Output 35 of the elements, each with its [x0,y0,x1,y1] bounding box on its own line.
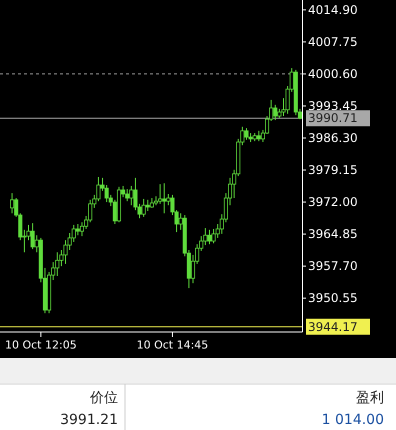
candlestick [55,252,60,276]
candlestick [244,128,249,140]
ref-line-label: 3944.17 [308,320,358,334]
y-tick-label: 3993.45 [308,98,358,113]
text: 3991.21 [60,412,118,428]
candlestick [203,228,208,246]
x-tick-label: 10 Oct 12:05 [4,338,77,352]
candlestick [125,188,130,202]
ref-line-label: 3990.71 [308,111,358,126]
candlestick [129,185,134,206]
y-tick-label: 3979.15 [308,163,358,178]
y-tick-label: 4014.90 [308,2,358,17]
candlestick [207,229,212,245]
candlestick [146,199,150,212]
x-tick-label: 10 Oct 14:45 [136,338,208,352]
text: 盈利 [356,390,384,406]
text: 1 014.00 [322,412,384,428]
candlestick [273,104,278,121]
y-tick-label: 3964.85 [308,227,358,242]
y-tick-label: 3957.70 [308,259,358,274]
text: 价位 [89,390,118,406]
candlestick [142,198,146,218]
y-tick-label: 4000.60 [308,66,358,81]
candlestick [150,198,154,208]
y-tick-label: 4007.75 [308,34,358,49]
candlestick [158,184,162,204]
candlestick [162,182,166,214]
y-tick-label: 3972.00 [308,195,358,210]
candlestick [10,192,14,214]
candlestick [30,222,35,250]
candlestick [256,130,261,142]
y-tick-label: 3986.30 [308,130,358,145]
candlestick [76,224,80,236]
y-tick-label: 3950.55 [308,291,358,306]
candlestick [212,228,216,244]
